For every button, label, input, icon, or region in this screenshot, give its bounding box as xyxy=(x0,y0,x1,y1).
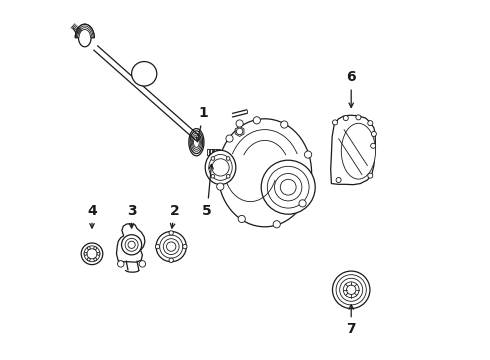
Circle shape xyxy=(211,157,215,160)
Polygon shape xyxy=(75,24,95,47)
Ellipse shape xyxy=(132,62,157,86)
Circle shape xyxy=(183,244,187,249)
Circle shape xyxy=(81,243,103,265)
Circle shape xyxy=(356,115,361,120)
Circle shape xyxy=(368,121,373,126)
Text: 6: 6 xyxy=(346,71,356,107)
Circle shape xyxy=(94,247,97,249)
Circle shape xyxy=(336,275,367,305)
Circle shape xyxy=(280,179,296,195)
Ellipse shape xyxy=(205,150,236,184)
Polygon shape xyxy=(235,126,244,136)
Circle shape xyxy=(87,258,90,261)
Circle shape xyxy=(340,278,363,301)
Circle shape xyxy=(128,241,135,248)
Circle shape xyxy=(217,183,224,190)
Circle shape xyxy=(163,239,179,255)
Circle shape xyxy=(346,285,356,294)
Circle shape xyxy=(87,249,97,259)
Circle shape xyxy=(304,151,312,158)
Text: 4: 4 xyxy=(87,204,97,228)
Circle shape xyxy=(212,159,229,176)
Circle shape xyxy=(118,261,124,267)
Circle shape xyxy=(84,246,100,262)
Circle shape xyxy=(274,174,302,201)
Polygon shape xyxy=(331,115,375,185)
Circle shape xyxy=(155,244,160,249)
Circle shape xyxy=(268,166,309,208)
Circle shape xyxy=(273,221,280,228)
Circle shape xyxy=(333,271,370,309)
Text: 2: 2 xyxy=(170,204,180,228)
Circle shape xyxy=(336,177,341,183)
Circle shape xyxy=(238,215,245,222)
Circle shape xyxy=(94,258,97,261)
Circle shape xyxy=(370,143,376,148)
Circle shape xyxy=(84,252,87,255)
Circle shape xyxy=(236,128,243,135)
Text: 1: 1 xyxy=(196,107,208,142)
Circle shape xyxy=(226,157,230,160)
Polygon shape xyxy=(117,224,145,262)
Circle shape xyxy=(169,258,173,262)
Text: 7: 7 xyxy=(346,305,356,336)
Ellipse shape xyxy=(209,154,232,180)
Circle shape xyxy=(281,121,288,128)
Circle shape xyxy=(167,242,176,251)
Circle shape xyxy=(169,231,173,235)
Circle shape xyxy=(261,160,315,214)
Circle shape xyxy=(122,235,142,255)
Circle shape xyxy=(211,175,215,178)
Circle shape xyxy=(139,261,146,267)
Circle shape xyxy=(253,117,260,124)
Circle shape xyxy=(333,120,338,125)
Circle shape xyxy=(299,200,306,207)
Circle shape xyxy=(87,247,90,249)
Circle shape xyxy=(343,282,359,298)
Circle shape xyxy=(160,235,183,258)
Circle shape xyxy=(236,120,243,127)
Text: 5: 5 xyxy=(202,165,213,217)
Circle shape xyxy=(371,131,376,136)
Circle shape xyxy=(125,238,138,251)
Ellipse shape xyxy=(342,123,375,179)
Text: 3: 3 xyxy=(127,204,136,228)
Circle shape xyxy=(343,116,348,121)
Circle shape xyxy=(156,231,186,262)
Ellipse shape xyxy=(218,119,312,227)
Circle shape xyxy=(226,135,233,142)
Circle shape xyxy=(226,175,230,178)
Circle shape xyxy=(368,173,373,178)
Circle shape xyxy=(97,252,100,255)
Circle shape xyxy=(217,149,221,154)
